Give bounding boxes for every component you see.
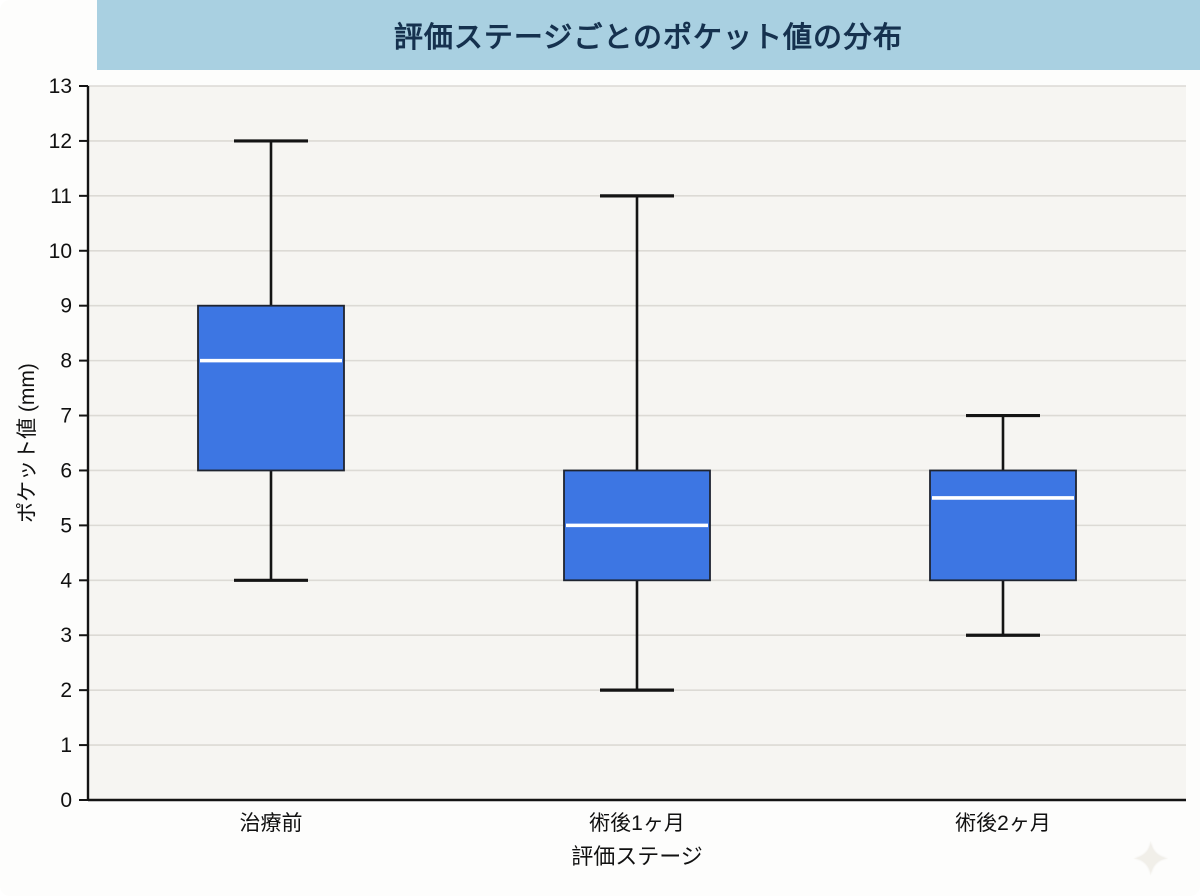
y-tick-label: 0: [60, 789, 72, 812]
y-tick-label: 3: [60, 624, 72, 647]
y-axis-label: ポケット値 (mm): [16, 363, 39, 523]
x-category-label: 術後1ヶ月: [589, 812, 685, 835]
sparkle-icon: ✦: [1131, 833, 1170, 885]
y-tick-label: 10: [49, 240, 72, 263]
x-category-label: 治療前: [240, 812, 303, 835]
y-tick-label: 12: [49, 130, 72, 153]
y-tick-label: 2: [60, 679, 72, 702]
x-category-label: 術後2ヶ月: [955, 812, 1051, 835]
box-group: [929, 413, 1077, 637]
y-tick-label: 4: [60, 569, 72, 592]
box-group: [197, 139, 345, 582]
x-axis-label: 評価ステージ: [571, 844, 703, 869]
iqr-box: [929, 469, 1077, 582]
iqr-box: [197, 304, 345, 472]
box-group: [563, 194, 711, 692]
y-tick-label: 11: [50, 185, 72, 208]
chart-title-bar: 評価ステージごとのポケット値の分布: [97, 0, 1200, 70]
y-tick-label: 6: [60, 459, 72, 482]
y-tick-label: 9: [60, 295, 72, 318]
y-tick-label: 1: [60, 734, 72, 757]
y-tick-label: 13: [49, 75, 72, 98]
y-tick-label: 5: [60, 514, 72, 537]
y-tick-label: 7: [60, 405, 72, 428]
chart-title: 評価ステージごとのポケット値の分布: [393, 22, 904, 54]
y-tick-label: 8: [60, 350, 72, 373]
